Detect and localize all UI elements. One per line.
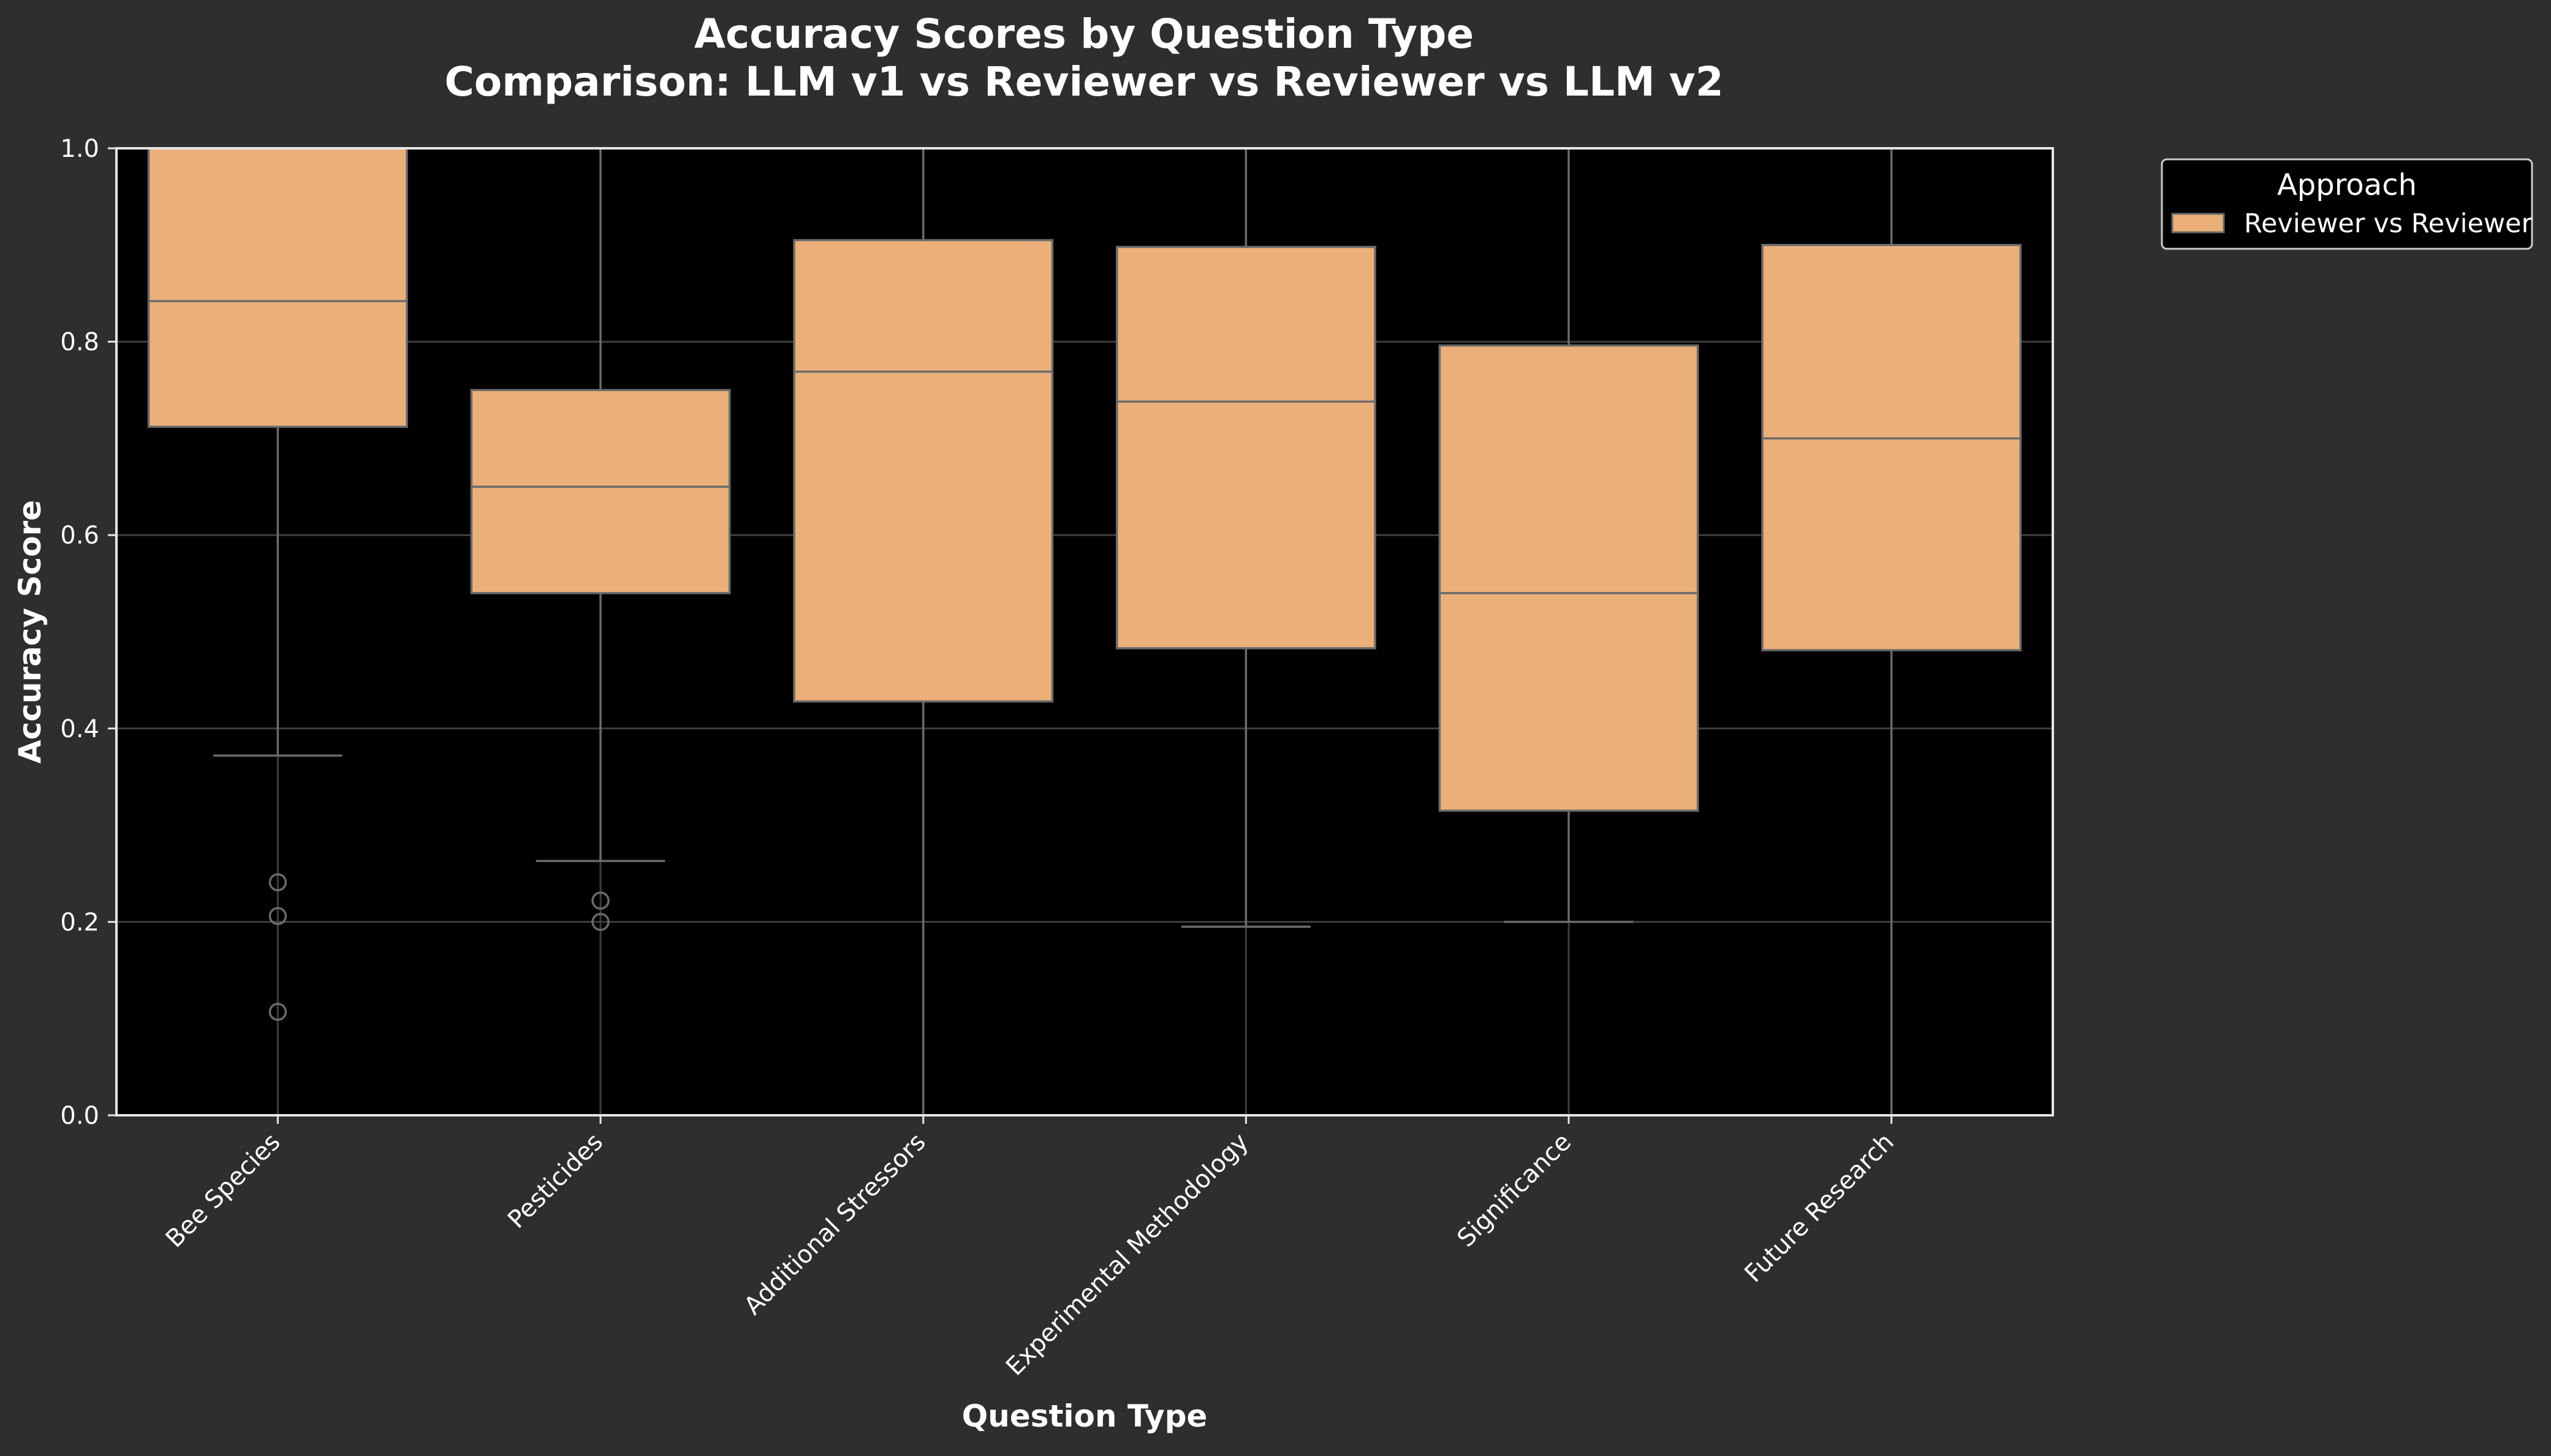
box-body — [147, 147, 408, 428]
y-tick-label: 0.0 — [60, 1102, 99, 1130]
outlier-point — [591, 912, 610, 931]
y-axis-ticks: 0.0 0.2 0.4 0.6 0.8 1.0 — [60, 135, 116, 1130]
box-group — [793, 147, 1054, 1117]
box-group — [1115, 147, 1376, 928]
y-tick-label: 0.4 — [60, 715, 99, 743]
legend: Approach Reviewer vs Reviewer — [2161, 158, 2533, 250]
box-body — [1761, 244, 2022, 651]
plot-frame — [115, 147, 2054, 1117]
box-body — [1115, 246, 1376, 650]
box-body — [1438, 344, 1699, 812]
outlier-point — [591, 891, 610, 910]
boxes — [147, 147, 2022, 1117]
legend-swatch — [2171, 213, 2225, 233]
legend-title: Approach — [2277, 168, 2417, 202]
outlier-point — [268, 1003, 287, 1021]
chart-title: Accuracy Scores by Question Type — [694, 10, 1474, 58]
box-group — [1438, 147, 1699, 923]
legend-entry-label: Reviewer vs Reviewer — [2244, 208, 2533, 239]
chart-subtitle: Comparison: LLM v1 vs Reviewer vs Review… — [444, 58, 1723, 105]
box-body — [793, 239, 1054, 703]
y-tick-label: 0.2 — [60, 908, 99, 936]
outlier-point — [268, 873, 287, 892]
y-tick-label: 0.6 — [60, 521, 99, 550]
x-axis-label: Question Type — [962, 1398, 1208, 1434]
box-group — [147, 147, 408, 1021]
y-axis-label: Accuracy Score — [12, 500, 48, 764]
y-tick-label: 0.8 — [60, 328, 99, 357]
box-body — [470, 389, 731, 594]
plot-area — [116, 148, 2053, 1115]
box-group — [1761, 147, 2022, 1117]
legend-frame — [2161, 158, 2533, 250]
outlier-point — [268, 907, 287, 925]
y-tick-label: 1.0 — [60, 135, 99, 163]
box-group — [470, 147, 731, 931]
